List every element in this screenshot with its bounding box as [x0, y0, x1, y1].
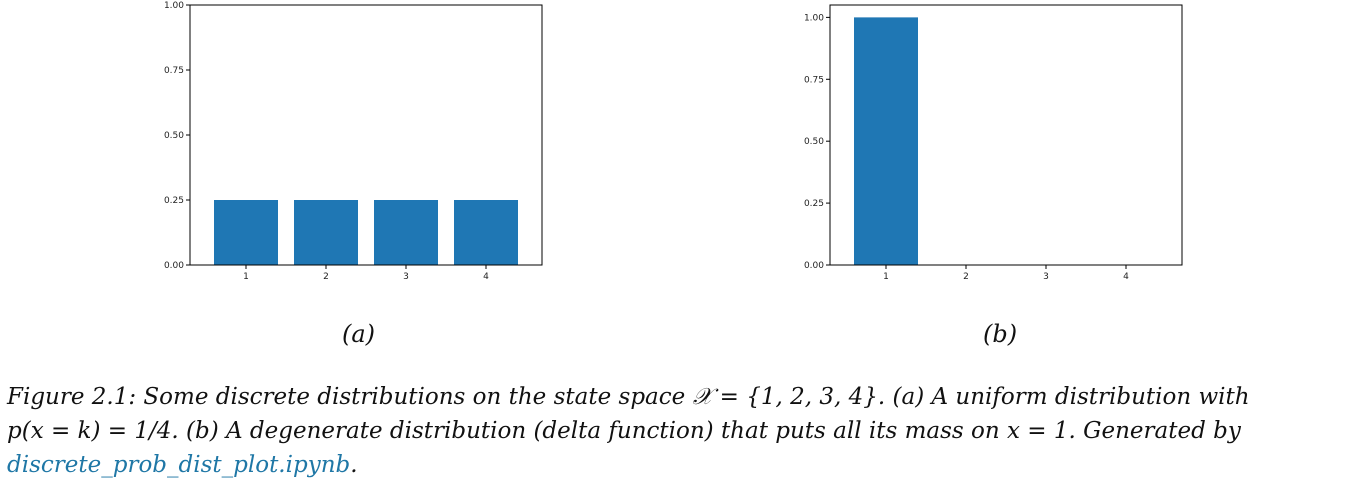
chart-a-xtick-label: 2: [323, 272, 329, 282]
chart-b-ytick-label: 0.25: [804, 199, 824, 209]
figure-caption: Figure 2.1: Some discrete distributions …: [7, 380, 1359, 482]
chart-b-xtick-label: 1: [883, 272, 889, 282]
chart-b: 0.00 0.25 0.50 0.75 1.00 1 2 3 4: [780, 0, 1190, 290]
chart-a: 0.00 0.25 0.50 0.75 1.00 1 2 3 4: [140, 0, 550, 290]
chart-b-ytick-label: 1.00: [804, 13, 824, 23]
caption-line-1: Figure 2.1: Some discrete distributions …: [7, 384, 1250, 410]
chart-a-ytick-label: 0.25: [164, 196, 184, 206]
subfigure-label-a: (a): [342, 320, 376, 348]
caption-end: .: [350, 452, 358, 478]
chart-b-ytick-label: 0.50: [804, 137, 824, 147]
chart-a-bar-3: [374, 200, 438, 265]
chart-a-xtick-label: 4: [483, 272, 489, 282]
notebook-link[interactable]: discrete_prob_dist_plot.ipynb: [7, 452, 351, 478]
chart-b-ytick-label: 0.75: [804, 75, 824, 85]
chart-a-svg: 0.00 0.25 0.50 0.75 1.00 1 2 3 4: [164, 1, 543, 282]
chart-b-svg: 0.00 0.25 0.50 0.75 1.00 1 2 3 4: [804, 4, 1183, 282]
chart-a-ytick-label: 0.50: [164, 131, 184, 141]
chart-a-ytick-label: 0.75: [164, 66, 184, 76]
chart-a-xtick-label: 1: [243, 272, 249, 282]
caption-line-2: p(x = k) = 1/4. (b) A degenerate distrib…: [7, 418, 1241, 444]
subfigure-label-b: (b): [983, 320, 1018, 348]
chart-b-xtick-label: 3: [1043, 272, 1049, 282]
chart-b-xtick-label: 2: [963, 272, 969, 282]
chart-a-bar-1: [214, 200, 278, 265]
chart-a-ytick-label: 1.00: [164, 1, 184, 11]
chart-a-ytick-label: 0.00: [164, 261, 184, 271]
chart-b-xtick-label: 4: [1123, 272, 1129, 282]
chart-b-bar-1: [854, 17, 918, 266]
chart-a-xtick-label: 3: [403, 272, 409, 282]
chart-a-bar-2: [294, 200, 358, 265]
chart-b-axes-frame: [829, 4, 1183, 266]
chart-a-bar-4: [454, 200, 518, 265]
chart-b-ytick-label: 0.00: [804, 261, 824, 271]
